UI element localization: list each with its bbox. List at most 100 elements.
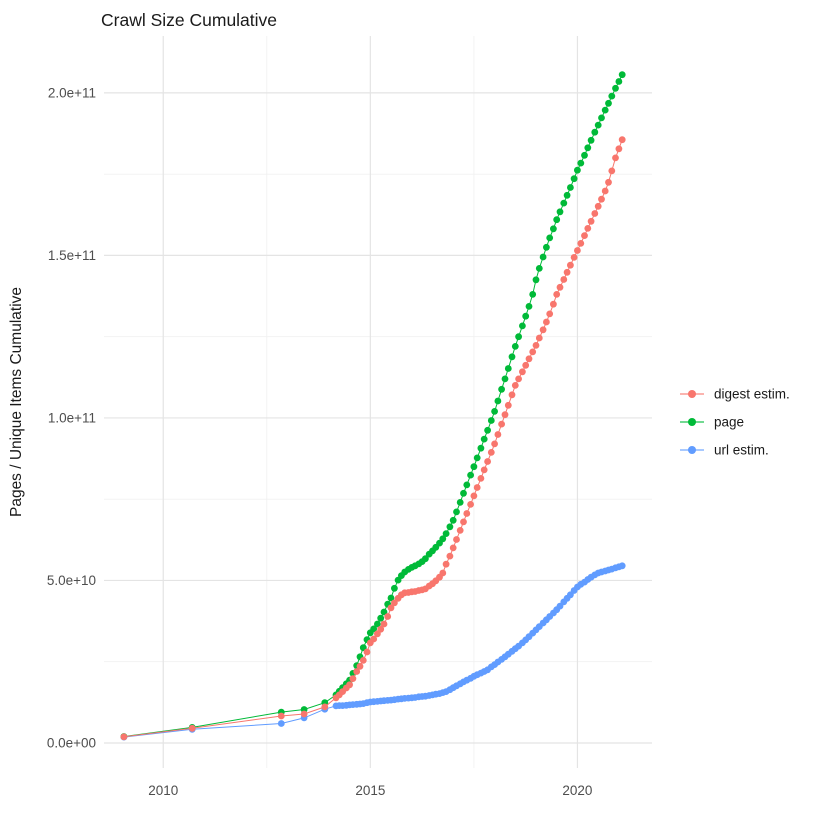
- digest-estim-line: [123, 139, 623, 738]
- page-point: [615, 78, 623, 85]
- data-series: [120, 71, 626, 741]
- digest-estim-point: [484, 458, 491, 465]
- legend-label-digest-estim: digest estim.: [714, 387, 790, 402]
- legend-key-point-digest-estim: [688, 390, 696, 398]
- legend-label-url-estim: url estim.: [714, 443, 769, 458]
- page-point: [553, 216, 561, 224]
- page-point: [581, 151, 588, 159]
- page-point: [446, 523, 454, 531]
- digest-estim-point: [574, 247, 581, 254]
- url-estim-line: [123, 565, 623, 738]
- x-tick-label: 2010: [148, 783, 178, 798]
- page-point: [577, 159, 585, 167]
- x-tick-label: 2020: [562, 783, 592, 798]
- digest-estim-point: [477, 475, 485, 482]
- page-point: [598, 114, 605, 122]
- page-point: [439, 535, 447, 543]
- page-point: [453, 508, 460, 516]
- digest-estim-point: [467, 501, 474, 508]
- page-point: [511, 343, 519, 350]
- page-point: [449, 516, 457, 524]
- page-point: [467, 471, 474, 479]
- y-tick-label: 2.0e+11: [48, 85, 96, 100]
- digest-estim-point: [391, 599, 398, 607]
- digest-estim-point: [487, 449, 495, 456]
- page-point: [491, 408, 498, 415]
- digest-estim-point: [535, 334, 543, 342]
- y-tick-label: 0.0e+00: [47, 735, 96, 750]
- axis-tick-labels: 0.0e+00 5.0e+10 1.0e+11 1.5e+11 2.0e+11 2010 2…: [47, 85, 593, 798]
- page-point: [380, 608, 388, 616]
- digest-estim-point: [439, 569, 447, 577]
- page-point: [470, 463, 478, 471]
- page-point: [605, 99, 612, 107]
- legend-key-point-url-estim: [688, 446, 696, 454]
- digest-estim-point: [605, 178, 612, 186]
- page-point: [370, 625, 378, 633]
- digest-estim-point: [498, 420, 505, 428]
- x-tick-label: 2015: [355, 783, 385, 798]
- page-point: [487, 417, 495, 424]
- digest-estim-point: [277, 712, 285, 720]
- legend-label-page: page: [714, 415, 744, 430]
- page-point: [374, 620, 381, 628]
- page-point: [612, 84, 619, 92]
- page-point: [584, 144, 592, 152]
- digest-estim-point: [473, 484, 481, 491]
- url-estim-point: [277, 720, 285, 727]
- digest-estim-point: [470, 492, 478, 500]
- digest-estim-point: [463, 510, 471, 517]
- digest-estim-point: [618, 136, 626, 144]
- digest-estim-point: [349, 675, 357, 682]
- chart-title: Crawl Size Cumulative: [101, 10, 277, 30]
- page-point: [504, 365, 512, 372]
- digest-estim-point: [384, 613, 392, 620]
- digest-estim-point: [612, 154, 619, 162]
- digest-estim-point: [353, 668, 361, 675]
- digest-estim-point: [460, 518, 467, 526]
- y-axis-title: Pages / Unique Items Cumulative: [8, 287, 25, 517]
- page-point: [525, 303, 533, 310]
- digest-estim-point: [380, 620, 388, 628]
- digest-estim-point: [494, 431, 502, 438]
- digest-estim-point: [608, 167, 616, 175]
- page-point: [587, 136, 595, 144]
- digest-estim-point: [522, 361, 530, 369]
- digest-estim-point: [491, 440, 498, 448]
- digest-estim-point: [480, 466, 488, 474]
- digest-estim-point: [594, 202, 602, 210]
- page-point: [477, 444, 485, 452]
- page-point: [543, 243, 550, 251]
- digest-estim-point: [556, 283, 564, 291]
- digest-estim-point: [449, 544, 457, 552]
- digest-estim-point: [519, 368, 526, 376]
- url-estim-point: [618, 562, 626, 570]
- page-point: [560, 199, 568, 207]
- page-point: [601, 106, 609, 114]
- digest-estim-point: [453, 536, 460, 543]
- digest-estim-point: [570, 254, 578, 261]
- digest-estim-point: [356, 662, 364, 670]
- page-point: [522, 312, 530, 320]
- digest-estim-point: [577, 240, 585, 247]
- page-point: [539, 253, 547, 261]
- digest-estim-point: [321, 703, 329, 711]
- digest-estim-point: [525, 355, 533, 363]
- gridlines: [104, 36, 652, 768]
- page-point: [535, 265, 543, 272]
- page-point: [532, 276, 540, 284]
- digest-estim-point: [300, 710, 308, 718]
- digest-estim-point: [550, 300, 557, 308]
- page-point: [501, 375, 509, 383]
- digest-estim-point: [456, 527, 464, 534]
- digest-estim-point: [581, 232, 588, 240]
- page-point: [556, 208, 564, 216]
- page-point: [508, 353, 516, 361]
- page-point: [498, 385, 505, 393]
- y-tick-label: 1.5e+11: [48, 248, 96, 263]
- page-point: [460, 489, 467, 497]
- page-point: [494, 397, 502, 405]
- digest-estim-point: [511, 382, 519, 389]
- page-point: [456, 499, 464, 506]
